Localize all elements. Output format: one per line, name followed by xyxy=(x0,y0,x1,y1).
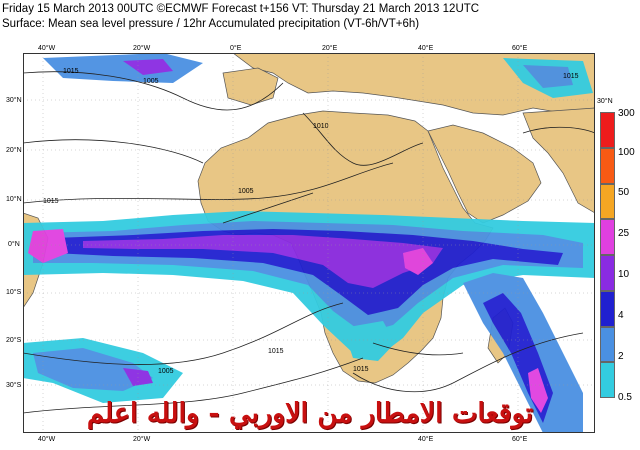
isobar xyxy=(23,357,364,414)
lat-label-left: 10°S xyxy=(6,289,22,296)
legend-color-cell xyxy=(600,219,615,255)
lon-label-bottom: 40°W xyxy=(38,436,56,443)
lat-label-left: 20°N xyxy=(6,147,22,154)
chart-title-line2: Surface: Mean sea level pressure / 12hr … xyxy=(2,18,420,30)
isobar xyxy=(23,302,344,365)
isobar-label: 1015 xyxy=(63,68,79,75)
legend-color-cell xyxy=(600,183,615,220)
legend-label: 2 xyxy=(618,351,624,362)
lon-label-top: 20°E xyxy=(322,45,338,52)
precip-color-legend xyxy=(600,112,615,398)
legend-label: 10 xyxy=(618,269,630,280)
isobar-label: 1015 xyxy=(268,348,284,355)
isobar-label: 1010 xyxy=(313,123,329,130)
precip-band-magenta xyxy=(28,229,68,263)
precip-band-magenta xyxy=(403,248,433,275)
precip-north-east-core xyxy=(523,65,573,88)
legend-color-cell xyxy=(600,326,615,363)
lon-label-top: 0°E xyxy=(230,45,242,52)
legend-color-cell xyxy=(600,362,615,398)
isobar xyxy=(23,71,284,111)
legend-color-cell xyxy=(600,147,615,184)
isobar xyxy=(23,162,394,204)
legend-label: 25 xyxy=(618,228,630,239)
lon-label-bottom: 40°E xyxy=(418,436,434,443)
chart-title-line1: Friday 15 March 2013 00UTC ©ECMWF Foreca… xyxy=(2,3,480,15)
legend-label: 100 xyxy=(618,147,635,158)
isobar-layer xyxy=(23,71,595,414)
precipitation-map: 1015 1005 1010 1005 1015 1005 1015 1015 … xyxy=(23,53,595,433)
lon-label-top: 40°E xyxy=(418,45,434,52)
legend-color-cell xyxy=(600,290,615,327)
lat-label-left: 10°N xyxy=(6,196,22,203)
legend-label: 50 xyxy=(618,187,630,198)
isobar-label: 1015 xyxy=(563,73,579,80)
isobar xyxy=(302,112,424,166)
legend-color-cell xyxy=(600,255,615,291)
isobar-label-layer: 1015 1005 1010 1005 1015 1005 1015 1015 … xyxy=(43,68,579,375)
isobar-label: 1015 xyxy=(43,198,59,205)
legend-color-cell xyxy=(600,112,615,148)
isobar xyxy=(352,332,584,393)
lon-label-bottom: 20°W xyxy=(133,436,151,443)
legend-label: 0.5 xyxy=(618,392,632,403)
lon-label-top: 20°W xyxy=(133,45,151,52)
lon-label-bottom: 60°E xyxy=(512,436,528,443)
isobar-label: 1005 xyxy=(143,78,159,85)
lon-label-top: 40°W xyxy=(38,45,56,52)
precip-north-atlantic-core xyxy=(123,59,173,75)
isobar xyxy=(522,126,595,134)
isobar xyxy=(372,342,464,356)
arabia-land xyxy=(427,124,542,224)
precipitation-layer xyxy=(23,53,595,433)
iberia-land xyxy=(222,67,279,106)
lon-label-top: 60°E xyxy=(512,45,528,52)
lat-label-left: 20°S xyxy=(6,337,22,344)
lat-label-right: 30°N xyxy=(597,98,613,105)
isobar-label: 1005 xyxy=(158,368,174,375)
map-canvas: 1015 1005 1010 1005 1015 1005 1015 1015 … xyxy=(23,53,595,433)
isobar-label: 1015 xyxy=(353,366,369,373)
isobar xyxy=(222,192,314,224)
legend-label: 300 xyxy=(618,108,635,119)
arabic-watermark-text: توقعات الامطار من الاوربي - والله اعلم xyxy=(86,398,534,429)
isobar xyxy=(23,139,204,164)
lat-label-left: 30°S xyxy=(6,382,22,389)
lat-label-left: 30°N xyxy=(6,97,22,104)
lat-label-left: 0°N xyxy=(8,241,20,248)
legend-label: 4 xyxy=(618,310,624,321)
isobar-label: 1005 xyxy=(238,188,254,195)
precip-southeast-magenta xyxy=(528,368,548,413)
graticule xyxy=(23,53,595,433)
precip-southern-africa xyxy=(343,321,395,361)
asia-land xyxy=(522,107,595,214)
precip-band-purple xyxy=(83,235,443,288)
